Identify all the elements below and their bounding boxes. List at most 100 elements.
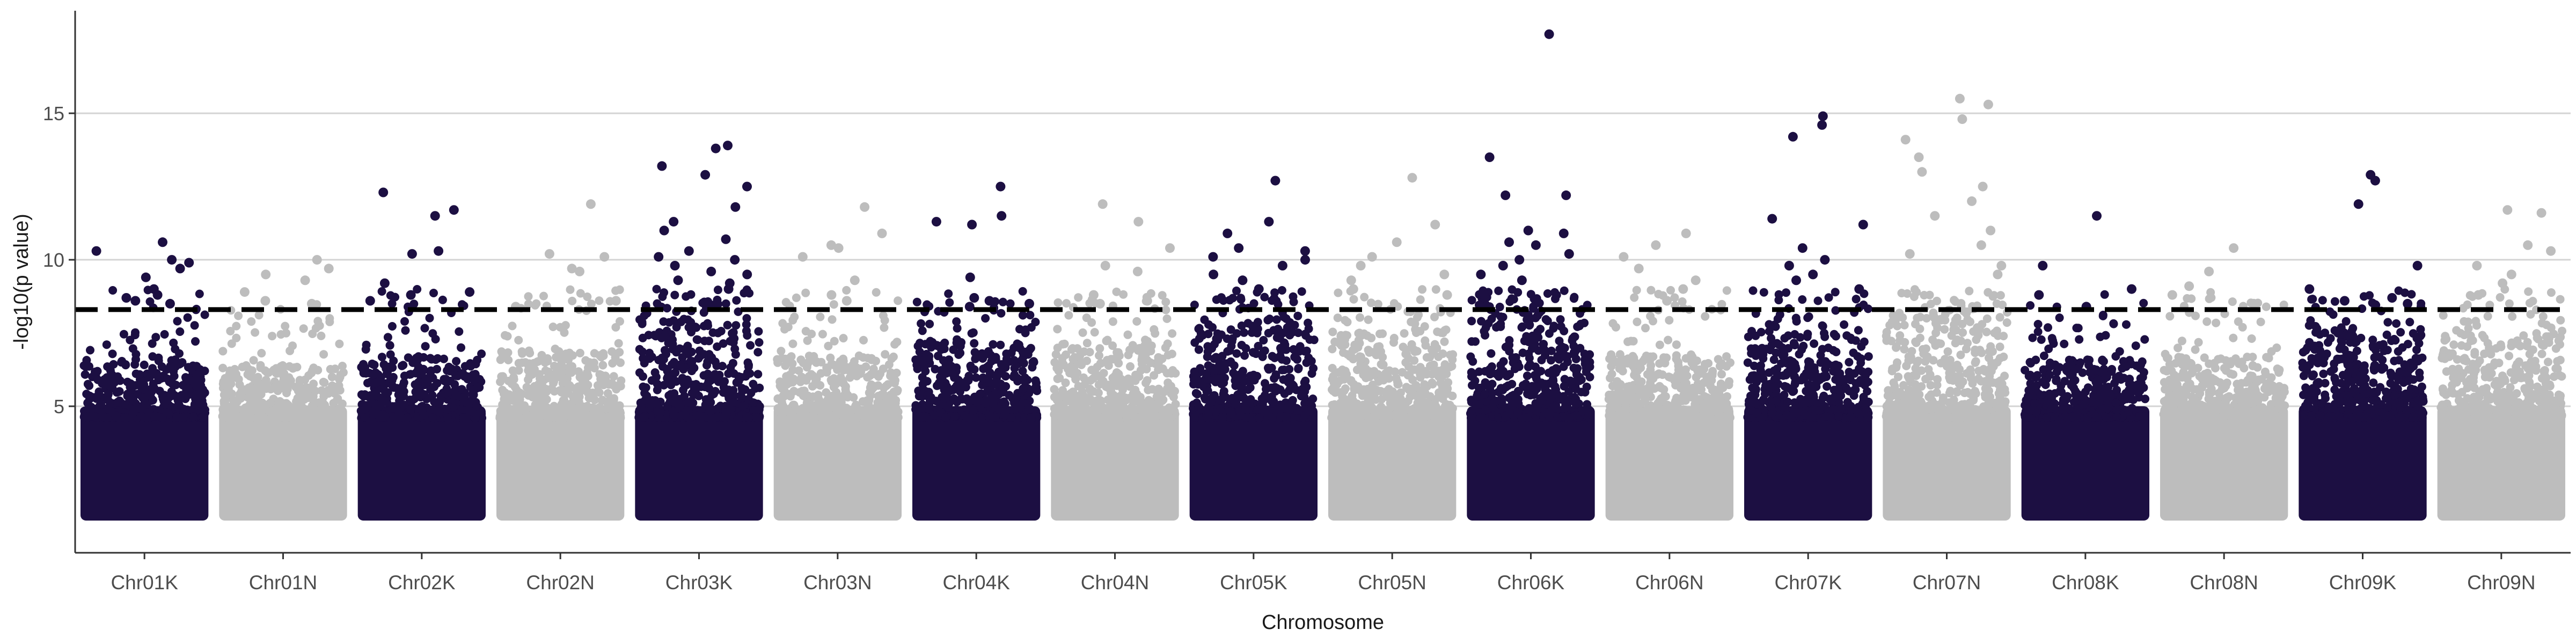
snp-point [1207, 398, 1216, 406]
snp-top-hit [465, 287, 475, 297]
snp-top-hit [365, 296, 375, 306]
snp-point [517, 347, 526, 356]
snp-point [421, 342, 430, 351]
snp-point [1467, 317, 1476, 326]
snp-point [1532, 370, 1541, 379]
snp-point [1373, 299, 1382, 309]
snp-top-hit [1097, 199, 1108, 209]
snp-point [1294, 364, 1303, 374]
snp-point [1236, 382, 1245, 391]
snp-point [566, 285, 575, 294]
snp-point [1364, 413, 1373, 422]
snp-point [402, 413, 412, 422]
snp-point [859, 353, 868, 362]
snp-top-hit [673, 275, 683, 286]
snp-point [729, 398, 738, 407]
chromosome-points-chr03k [634, 141, 764, 521]
snp-point [377, 353, 386, 362]
snp-point [1418, 285, 1427, 294]
snp-point [522, 413, 530, 422]
snp-point [108, 349, 117, 358]
snp-point [746, 341, 755, 350]
snp-point [1330, 403, 1339, 412]
snp-point [232, 321, 241, 331]
snp-point [281, 321, 290, 331]
snp-point [510, 383, 519, 392]
snp-top-hit [877, 228, 887, 238]
snp-point [997, 309, 1006, 318]
snp-point [1268, 352, 1277, 361]
snp-point [1112, 368, 1121, 377]
snp-point [1134, 413, 1143, 422]
snp-top-hit [684, 246, 694, 256]
snp-point [528, 387, 537, 397]
snp-point [442, 406, 451, 414]
snp-point [91, 368, 99, 376]
snp-point [1346, 377, 1356, 386]
snp-top-hit [997, 211, 1007, 221]
snp-point [824, 341, 833, 350]
snp-top-hit [312, 255, 322, 265]
snp-top-hit [1367, 252, 1377, 262]
snp-point [714, 299, 723, 309]
snp-top-hit [1165, 243, 1175, 253]
snp-point [457, 385, 466, 394]
snp-point [754, 327, 763, 336]
snp-point [672, 323, 681, 332]
snp-point [957, 378, 967, 387]
snp-point [515, 395, 524, 404]
snp-point [954, 350, 963, 359]
snp-point [1423, 408, 1432, 417]
snp-point [1414, 405, 1423, 414]
snp-point [1484, 319, 1493, 328]
snp-point [1249, 348, 1258, 357]
snp-point [169, 367, 178, 376]
snp-point [1496, 322, 1505, 331]
snp-point [1092, 397, 1101, 405]
snp-point [729, 369, 738, 378]
snp-point [319, 350, 328, 359]
snp-point [912, 297, 921, 306]
snp-point [112, 412, 121, 421]
snp-point [1165, 413, 1174, 422]
snp-point [706, 413, 714, 422]
snp-point [1090, 328, 1099, 337]
snp-point [173, 317, 182, 326]
snp-point [155, 372, 164, 381]
snp-point [555, 323, 565, 332]
snp-top-hit [300, 275, 310, 286]
snp-point [262, 378, 271, 387]
snp-point [1374, 377, 1383, 386]
snp-point [284, 401, 293, 410]
snp-point [1151, 329, 1160, 338]
snp-point [828, 315, 837, 324]
snp-point [777, 347, 786, 356]
snp-point [226, 413, 235, 422]
snp-point [85, 362, 93, 371]
snp-top-hit [167, 255, 177, 265]
snp-top-hit [378, 187, 389, 197]
snp-point [118, 357, 127, 365]
snp-point [126, 379, 135, 388]
snp-point [1085, 348, 1094, 357]
snp-point [1375, 330, 1384, 339]
dense-snp-band [1189, 406, 1318, 521]
snp-top-hit [965, 272, 975, 282]
snp-point [818, 330, 827, 339]
snp-point [1400, 329, 1409, 338]
snp-point [1192, 372, 1201, 382]
snp-point [658, 292, 667, 301]
snp-point [1017, 356, 1026, 365]
snp-point [1158, 364, 1167, 374]
snp-point [175, 327, 185, 336]
snp-point [195, 399, 204, 408]
snp-point [317, 331, 326, 340]
snp-point [1236, 295, 1246, 304]
snp-point [949, 395, 958, 404]
snp-point [587, 299, 596, 309]
snp-point [241, 361, 251, 370]
snp-point [426, 385, 435, 394]
snp-point [971, 373, 980, 382]
snp-top-hit [969, 293, 979, 303]
snp-point [1408, 375, 1417, 384]
